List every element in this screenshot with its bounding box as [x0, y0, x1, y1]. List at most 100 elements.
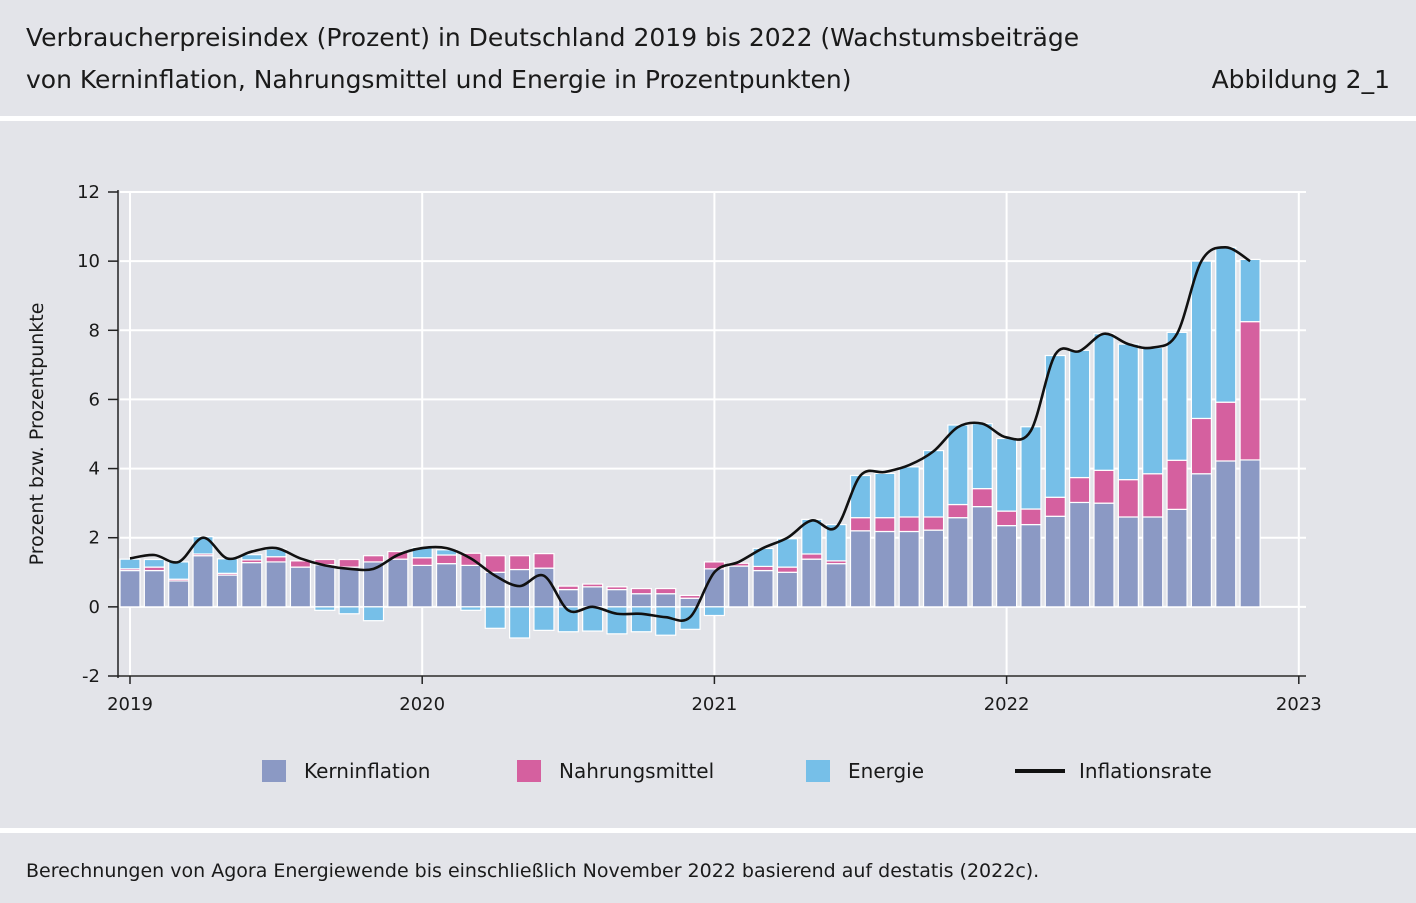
bar-energie	[168, 561, 190, 580]
bar-nahrung	[1166, 459, 1188, 510]
bar-kern	[143, 569, 165, 608]
bar-nahrung	[1215, 401, 1237, 462]
x-tick-label: 2023	[1276, 694, 1322, 715]
bar-energie	[338, 606, 360, 615]
bar-energie	[582, 606, 604, 632]
bar-kern	[557, 588, 579, 608]
bar-nahrung	[898, 516, 920, 533]
bar-kern	[922, 529, 945, 608]
bar-energie	[460, 606, 482, 611]
bar-nahrung	[484, 555, 506, 573]
bar-kern	[752, 569, 774, 608]
bar-kern	[801, 558, 823, 608]
bar-kern	[630, 593, 652, 608]
bar-kern	[995, 525, 1018, 608]
axes: -2 0 2 4 6 8 10 12 2019 2020 2021 2022 2023 Prozent b…	[26, 182, 1322, 715]
bar-kern	[387, 558, 409, 608]
bar-nahrung	[1117, 479, 1139, 518]
bar-nahrung	[922, 516, 945, 531]
bar-nahrung	[1239, 321, 1261, 461]
bar-kern	[1093, 502, 1115, 608]
bar-nahrung	[411, 557, 433, 566]
bar-kern	[898, 530, 920, 608]
bar-kern	[1069, 501, 1091, 608]
bar-energie	[241, 554, 263, 561]
bar-energie	[630, 606, 652, 633]
bar-kern	[1215, 460, 1237, 608]
bar-kern	[192, 555, 214, 608]
bar-energie	[119, 558, 141, 570]
bar-kern	[703, 568, 726, 608]
bar-nahrung	[1093, 469, 1115, 504]
footer-divider	[0, 828, 1416, 833]
chart-svg: -2 0 2 4 6 8 10 12 2019 2020 2021 2022 2023 Prozent b…	[26, 182, 1322, 715]
bar-nahrung	[338, 558, 360, 568]
bar-energie	[192, 536, 214, 555]
bar-kern	[411, 564, 433, 608]
footer-note: Berechnungen von Agora Energiewende bis …	[26, 860, 1040, 882]
bar-nahrung	[606, 586, 628, 591]
x-tick-label: 2019	[107, 694, 153, 715]
x-tick-label: 2020	[399, 694, 445, 715]
legend-item-kerninflation: Kerninflation	[262, 751, 430, 791]
bar-kern	[289, 566, 312, 608]
bar-kern	[1166, 508, 1188, 608]
bar-energie	[1117, 343, 1139, 481]
bar-kern	[533, 567, 555, 608]
bar-energie	[1093, 333, 1115, 471]
bar-energie	[995, 437, 1018, 512]
legend-label-energie: Energie	[848, 759, 925, 783]
bar-kern	[825, 563, 847, 608]
bar-kern	[241, 562, 263, 608]
y-tick-label: 10	[77, 251, 100, 272]
bar-energie	[922, 449, 945, 518]
bar-nahrung	[971, 488, 993, 508]
bar-energie	[1215, 246, 1237, 403]
y-axis-label: Prozent bzw. Prozentpunkte	[26, 303, 48, 566]
bar-kern	[1117, 516, 1139, 608]
bar-nahrung	[435, 554, 458, 565]
legend-item-energie: Energie	[806, 751, 924, 791]
header-divider	[0, 116, 1416, 121]
bar-kern	[1044, 515, 1066, 608]
y-tick-label: 4	[89, 459, 100, 480]
bar-energie	[314, 606, 336, 611]
bar-nahrung	[995, 510, 1018, 527]
bar-nahrung	[874, 517, 896, 533]
bar-energie	[1020, 426, 1042, 510]
legend-item-inflationsrate: Inflationsrate	[1015, 751, 1212, 791]
y-tick-label: 2	[89, 528, 100, 549]
bar-kern	[265, 561, 287, 608]
bar-nahrung	[801, 553, 823, 560]
header: Verbraucherpreisindex (Prozent) in Deuts…	[0, 0, 1416, 116]
bar-nahrung	[362, 555, 385, 563]
legend-swatch-nahrungsmittel	[517, 760, 541, 782]
bar-energie	[143, 558, 165, 568]
bar-kern	[484, 571, 506, 608]
bar-nahrung	[849, 517, 872, 532]
bar-kern	[582, 586, 604, 608]
bar-energie	[947, 424, 969, 506]
bar-energie	[776, 538, 799, 568]
bar-energie	[484, 606, 506, 629]
bar-kern	[216, 574, 238, 608]
bars	[119, 246, 1261, 639]
bar-kern	[168, 580, 190, 608]
bar-nahrung	[1044, 496, 1066, 517]
legend-label-nahrungsmittel: Nahrungsmittel	[559, 759, 715, 783]
chart-title-line-2: von Kerninflation, Nahrungsmittel und En…	[26, 65, 852, 94]
bar-energie	[216, 558, 238, 574]
bar-energie	[655, 606, 677, 636]
bar-kern	[119, 569, 141, 608]
bar-kern	[1142, 516, 1164, 608]
bar-nahrung	[947, 503, 969, 519]
bar-kern	[606, 588, 628, 608]
bar-nahrung	[752, 565, 774, 572]
legend-swatch-inflationsrate	[1015, 769, 1065, 773]
inflation-line-group	[129, 246, 1251, 622]
bar-nahrung	[265, 556, 287, 563]
x-tick-label: 2021	[691, 694, 737, 715]
bar-nahrung	[289, 560, 312, 568]
y-tick-label: 6	[89, 389, 100, 410]
bar-nahrung	[1069, 476, 1091, 504]
